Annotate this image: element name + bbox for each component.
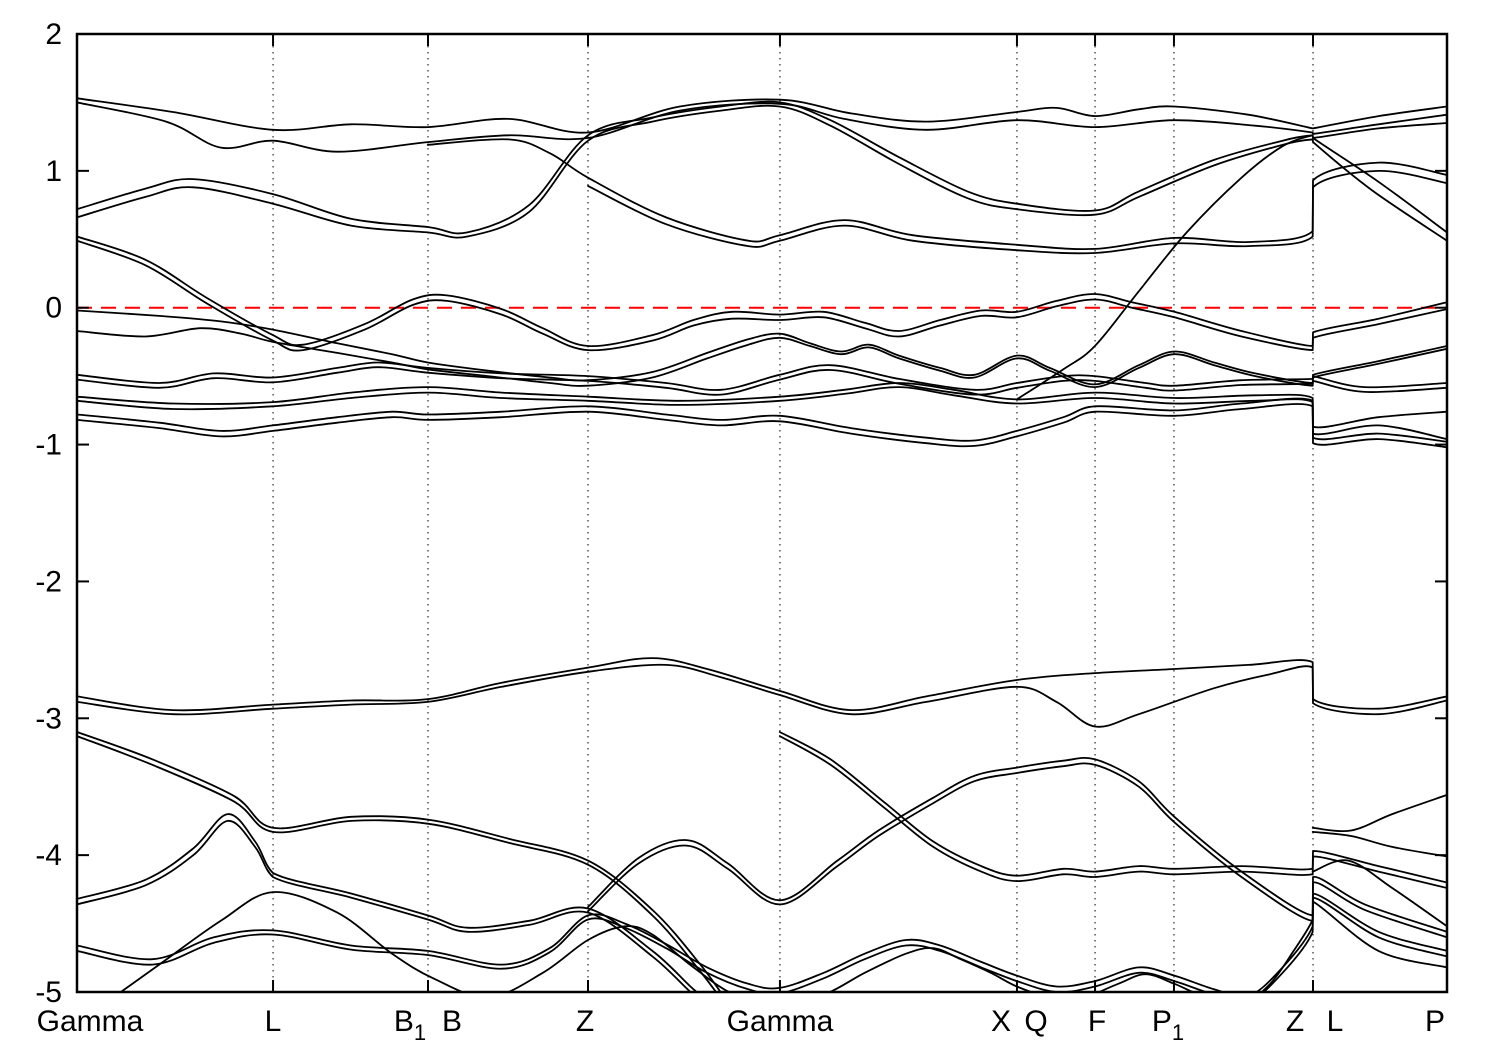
- band-line: [778, 735, 1447, 889]
- kpoint-label: L: [1327, 1005, 1344, 1038]
- band-line: [77, 361, 1447, 391]
- kpoint-label: B: [442, 1005, 462, 1038]
- band-line: [77, 104, 1447, 242]
- kpoint-label: L: [265, 1005, 282, 1038]
- band-line: [1015, 122, 1447, 401]
- band-line: [77, 366, 1447, 396]
- kpoint-label: F: [1088, 1005, 1106, 1038]
- band-line: [1311, 859, 1447, 928]
- band-line: [119, 891, 1447, 992]
- band-line: [587, 169, 1447, 255]
- kpoint-label: X: [991, 1005, 1011, 1038]
- band-line: [77, 235, 1447, 347]
- band-line: [77, 97, 1447, 134]
- band-line: [77, 327, 1447, 389]
- band-line: [77, 657, 1447, 712]
- y-tick-label: -4: [35, 839, 62, 872]
- band-line: [587, 756, 1447, 933]
- band-line: [77, 239, 1447, 352]
- band-line: [77, 386, 1447, 440]
- band-line: [77, 820, 692, 992]
- band-line: [426, 138, 1447, 251]
- kpoint-label: P: [1425, 1005, 1445, 1038]
- band-line: [77, 100, 1447, 235]
- y-tick-label: 2: [45, 18, 62, 51]
- band-line: [77, 813, 699, 992]
- kpoint-label: B1: [394, 1005, 426, 1045]
- band-line: [77, 896, 1447, 992]
- band-line: [1311, 794, 1447, 833]
- band-line: [77, 101, 1447, 153]
- y-tick-label: 1: [45, 155, 62, 188]
- band-line: [77, 735, 718, 992]
- band-line: [77, 663, 1447, 728]
- band-line: [77, 309, 1447, 386]
- y-tick-label: -1: [35, 429, 62, 462]
- band-line: [77, 397, 1447, 443]
- kpoint-label: Gamma: [727, 1005, 834, 1038]
- y-tick-label: 0: [45, 292, 62, 325]
- band-line: [587, 762, 1447, 939]
- kpoint-label: Z: [576, 1005, 594, 1038]
- band-line: [77, 892, 1447, 992]
- y-tick-label: -3: [35, 702, 62, 735]
- band-line: [77, 731, 722, 992]
- plot-border: [75, 32, 1449, 994]
- band-line: [77, 403, 1447, 449]
- y-tick-label: -5: [35, 976, 62, 1009]
- kpoint-label: Gamma: [37, 1005, 144, 1038]
- kpoint-label: P1: [1152, 1005, 1184, 1045]
- band-line: [1311, 831, 1447, 858]
- y-tick-label: -2: [35, 565, 62, 598]
- band-line: [77, 382, 1447, 429]
- kpoint-label: Z: [1286, 1005, 1304, 1038]
- kpoint-label: Q: [1024, 1005, 1047, 1038]
